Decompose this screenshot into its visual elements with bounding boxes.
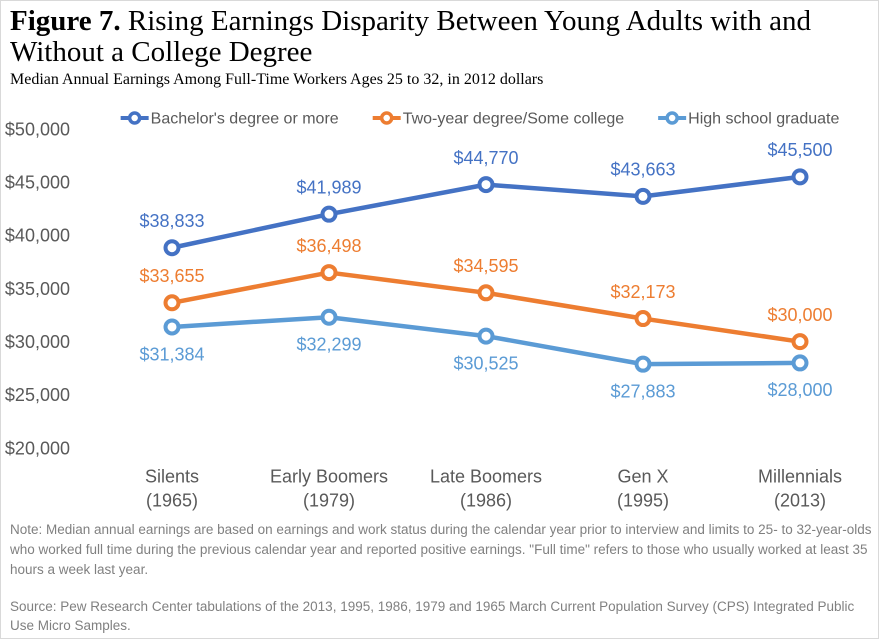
legend-label: High school graduate xyxy=(688,111,839,128)
x-tick-label: Late Boomers xyxy=(430,466,542,486)
data-label: $32,173 xyxy=(610,282,675,302)
series-high-school-graduate: $31,384 $32,299 $30,525 $27,883 $28,000 xyxy=(139,308,833,401)
series-two-year-degree-some-college: $33,655 $36,498 $34,595 $32,173 $30,000 xyxy=(139,236,833,351)
data-point-marker xyxy=(477,327,495,345)
data-point-marker xyxy=(634,187,652,205)
line-chart: $50,000 $45,000 $40,000 $35,000 $30,000 $25,0… xyxy=(5,111,842,511)
legend-label: Two-year degree/Some college xyxy=(403,111,625,128)
data-label: $38,833 xyxy=(139,211,204,231)
x-tick-label: Gen X xyxy=(617,466,668,486)
legend-label: Bachelor's degree or more xyxy=(151,111,339,128)
data-label: $34,595 xyxy=(453,256,518,276)
legend: Bachelor's degree or more Two-year degree… xyxy=(120,111,839,128)
data-point-marker xyxy=(634,355,652,373)
x-tick-year: (1965) xyxy=(146,490,198,510)
y-tick-label: $45,000 xyxy=(5,172,70,192)
data-label: $43,663 xyxy=(610,160,675,180)
legend-item-two-year-degree-some-college: Two-year degree/Some college xyxy=(372,111,625,128)
data-point-marker xyxy=(477,176,495,194)
data-label: $33,655 xyxy=(139,266,204,286)
data-point-marker xyxy=(791,333,809,351)
legend-item-high-school-graduate: High school graduate xyxy=(658,111,839,128)
x-tick-label: Early Boomers xyxy=(270,466,388,486)
data-point-marker xyxy=(163,294,181,312)
data-label: $27,883 xyxy=(610,381,675,401)
x-tick-year: (2013) xyxy=(774,490,826,510)
data-label: $30,525 xyxy=(453,353,518,373)
data-label: $31,384 xyxy=(139,344,204,364)
data-label: $41,989 xyxy=(296,177,361,197)
data-point-marker xyxy=(320,308,338,326)
chart-note: Note: Median annual earnings are based o… xyxy=(10,522,872,577)
y-axis: $50,000 $45,000 $40,000 $35,000 $30,000 $25,0… xyxy=(5,119,70,458)
data-label: $36,498 xyxy=(296,236,361,256)
data-point-marker xyxy=(163,239,181,257)
data-point-marker xyxy=(791,354,809,372)
x-tick-year: (1979) xyxy=(303,490,355,510)
data-point-marker xyxy=(163,318,181,336)
data-point-marker xyxy=(477,284,495,302)
title-text: Rising Earnings Disparity Between Young … xyxy=(10,5,811,68)
legend-item-bachelors-degree-or-more: Bachelor's degree or more xyxy=(120,111,339,128)
data-label: $45,500 xyxy=(767,140,832,160)
legend-marker xyxy=(665,111,679,125)
x-tick-year: (1986) xyxy=(460,490,512,510)
x-tick-year: (1995) xyxy=(617,490,669,510)
x-tick-label: Silents xyxy=(145,466,199,486)
y-tick-label: $40,000 xyxy=(5,226,70,246)
data-label: $32,299 xyxy=(296,335,361,355)
data-point-marker xyxy=(320,264,338,282)
chart-subtitle: Median Annual Earnings Among Full-Time W… xyxy=(10,71,544,88)
series-bachelors-degree-or-more: $38,833 $41,989 $44,770 $43,663 $45,500 xyxy=(139,140,833,257)
figure-title: Figure 7. Rising Earnings Disparity Betw… xyxy=(10,6,870,68)
y-tick-label: $35,000 xyxy=(5,279,70,299)
data-point-marker xyxy=(320,205,338,223)
legend-marker xyxy=(379,111,394,125)
x-axis: Silents (1965) Early Boomers (1979) Late Boo… xyxy=(145,466,842,510)
data-point-marker xyxy=(634,310,652,328)
y-tick-label: $50,000 xyxy=(5,119,70,139)
x-tick-label: Millennials xyxy=(758,466,842,486)
y-tick-label: $30,000 xyxy=(5,332,70,352)
legend-marker xyxy=(127,111,142,125)
y-tick-label: $20,000 xyxy=(5,438,70,458)
data-label: $44,770 xyxy=(453,148,518,168)
y-tick-label: $25,000 xyxy=(5,385,70,405)
chart-source: Source: Pew Research Center tabulations … xyxy=(10,599,855,633)
figure-label: Figure 7. xyxy=(10,5,121,37)
data-label: $30,000 xyxy=(767,305,832,325)
data-label: $28,000 xyxy=(767,380,832,400)
data-point-marker xyxy=(791,168,809,186)
